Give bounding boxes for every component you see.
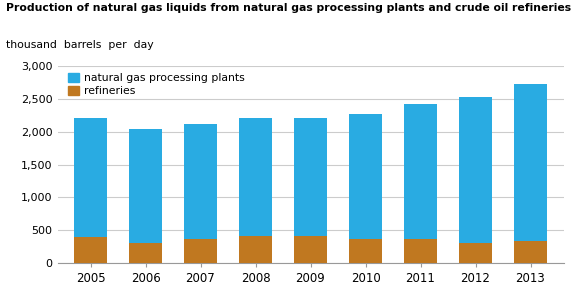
Bar [349,114,382,239]
Bar [184,239,217,263]
Bar [74,118,107,238]
Text: thousand  barrels  per  day: thousand barrels per day [6,40,154,51]
Bar [459,243,492,263]
Bar [349,239,382,263]
Bar [404,104,437,239]
Legend: natural gas processing plants, refineries: natural gas processing plants, refinerie… [68,73,245,96]
Bar [129,243,162,263]
Bar [294,236,327,263]
Text: Production of natural gas liquids from natural gas processing plants and crude o: Production of natural gas liquids from n… [6,3,571,13]
Bar [294,118,327,236]
Bar [404,239,437,263]
Bar [459,97,492,243]
Bar [239,118,272,236]
Bar [514,84,547,241]
Bar [239,236,272,263]
Bar [514,241,547,263]
Bar [184,124,217,239]
Bar [129,129,162,243]
Bar [74,238,107,263]
